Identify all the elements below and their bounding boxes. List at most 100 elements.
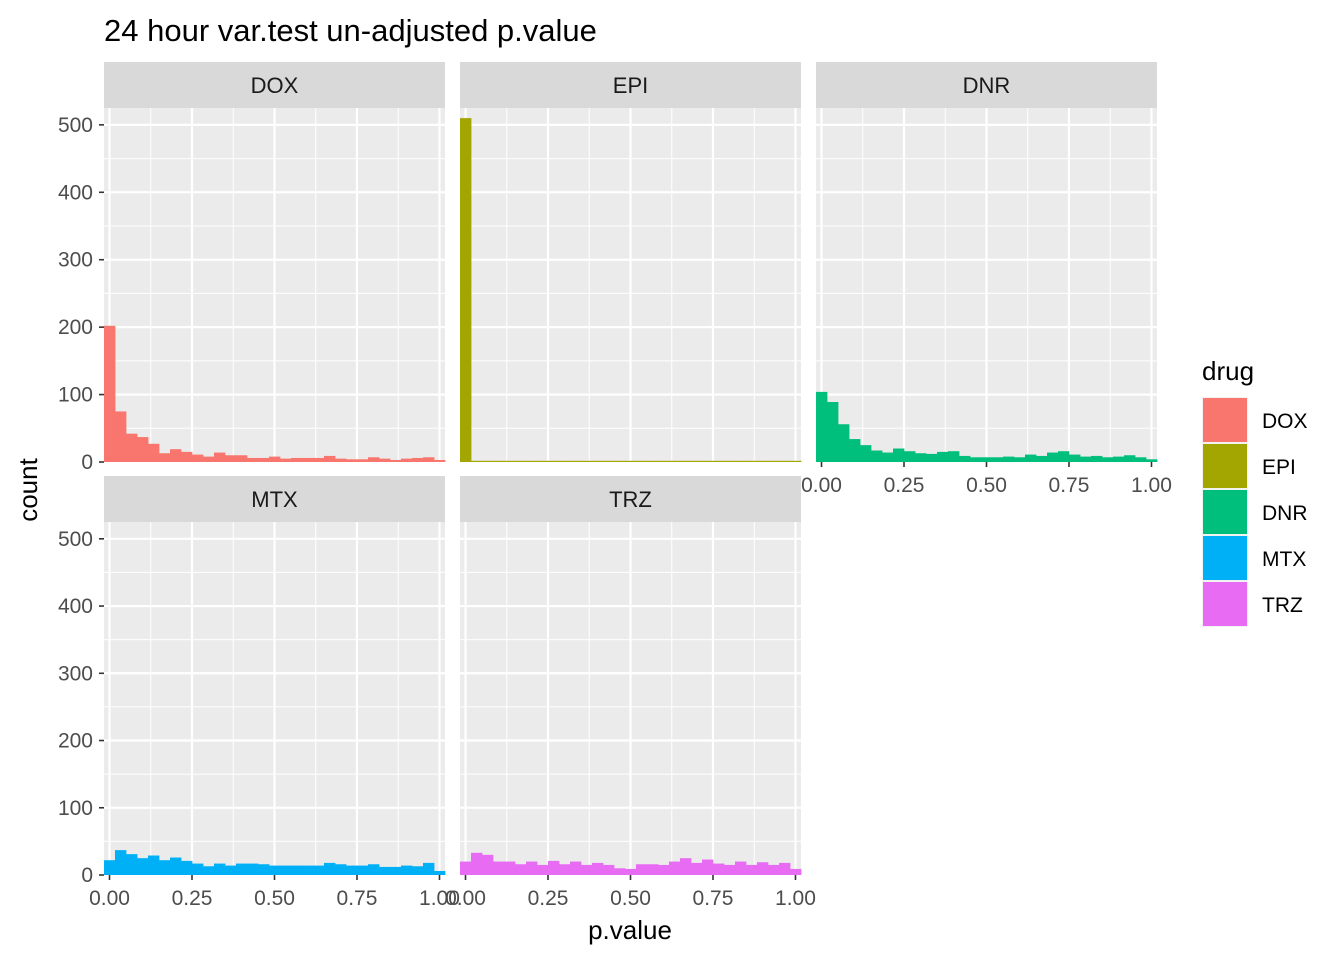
histogram-bar bbox=[148, 855, 160, 875]
histogram-bar bbox=[701, 859, 714, 875]
histogram-bar bbox=[635, 460, 648, 462]
histogram-bar bbox=[1057, 451, 1070, 462]
histogram-bar bbox=[504, 861, 516, 875]
histogram-bar bbox=[559, 460, 571, 462]
histogram-bar bbox=[269, 456, 281, 462]
facet-panel-dnr: DNR 0.00 0.25 0.50 0.75 1.00 bbox=[801, 62, 1172, 497]
histogram-bar bbox=[104, 325, 116, 462]
histogram-bar bbox=[746, 460, 758, 462]
histogram-bar bbox=[625, 460, 637, 462]
legend: drug DOX EPI DNR MTX TRZ bbox=[1202, 356, 1308, 627]
histogram-bar bbox=[614, 868, 626, 875]
histogram-bar bbox=[915, 453, 927, 462]
histogram-bar bbox=[658, 864, 670, 875]
histogram-bar bbox=[1014, 457, 1026, 462]
histogram-bar bbox=[335, 864, 347, 875]
histogram-bar bbox=[581, 460, 593, 462]
histogram-bar bbox=[602, 460, 615, 462]
histogram-bar bbox=[779, 460, 791, 462]
histogram-bar bbox=[723, 864, 736, 875]
histogram-bar bbox=[515, 864, 527, 875]
facet-strip bbox=[816, 62, 1157, 108]
histogram-bar bbox=[433, 870, 446, 875]
histogram-bar bbox=[279, 458, 292, 462]
histogram-bar bbox=[767, 460, 780, 462]
legend-label: EPI bbox=[1262, 456, 1296, 479]
histogram-bar bbox=[291, 457, 303, 462]
histogram-bar bbox=[1135, 457, 1147, 462]
legend-key-trz bbox=[1203, 582, 1247, 626]
histogram-bar bbox=[302, 865, 314, 875]
legend-label: MTX bbox=[1262, 548, 1306, 571]
histogram-bar bbox=[1123, 455, 1136, 462]
histogram-bar bbox=[816, 391, 828, 462]
histogram-bar bbox=[504, 460, 516, 462]
y-tick-label: 400 bbox=[58, 595, 93, 618]
histogram-bar bbox=[734, 861, 747, 875]
histogram-bars bbox=[104, 850, 446, 875]
histogram-bar bbox=[225, 865, 237, 875]
histogram-bar bbox=[203, 866, 215, 875]
histogram-bar bbox=[680, 858, 692, 875]
histogram-bar bbox=[1079, 456, 1092, 462]
y-tick-label: 300 bbox=[58, 662, 93, 685]
histogram-bar bbox=[345, 459, 358, 462]
histogram-bar bbox=[559, 864, 571, 875]
histogram-bar bbox=[181, 860, 193, 875]
histogram-bar bbox=[779, 862, 791, 875]
y-tick-label: 0 bbox=[81, 451, 93, 474]
x-tick-label: 1.00 bbox=[419, 887, 460, 910]
x-tick-label: 0.50 bbox=[254, 887, 295, 910]
histogram-bar bbox=[460, 118, 472, 462]
legend-key-dnr bbox=[1203, 490, 1247, 534]
histogram-bar bbox=[958, 455, 971, 462]
y-axis-title: count bbox=[13, 457, 43, 521]
histogram-bar bbox=[970, 457, 982, 462]
histogram-bar bbox=[515, 460, 527, 462]
histogram-bar bbox=[493, 861, 505, 875]
histogram-bar bbox=[537, 864, 549, 875]
facet-strip-label: DNR bbox=[963, 73, 1011, 98]
histogram-bar bbox=[1112, 456, 1125, 462]
facet-strip bbox=[104, 62, 445, 108]
y-tick-label: 500 bbox=[58, 528, 93, 551]
y-tick-label: 200 bbox=[58, 316, 93, 339]
y-tick-label: 0 bbox=[81, 864, 93, 887]
histogram-bar bbox=[471, 460, 483, 462]
histogram-bar bbox=[1069, 454, 1081, 462]
histogram-bar bbox=[423, 862, 435, 875]
histogram-bar bbox=[246, 457, 259, 462]
histogram-bar bbox=[192, 863, 204, 875]
histogram-bar bbox=[668, 861, 681, 875]
y-tick-label: 500 bbox=[58, 114, 93, 137]
legend-key-dox bbox=[1203, 398, 1247, 442]
x-tick-label: 0.25 bbox=[528, 887, 569, 910]
histogram-bar bbox=[378, 866, 391, 875]
histogram-bar bbox=[713, 863, 725, 875]
histogram-bar bbox=[423, 457, 435, 462]
histogram-bar bbox=[893, 448, 905, 462]
histogram-bar bbox=[680, 460, 692, 462]
x-tick-label: 0.50 bbox=[966, 474, 1007, 497]
histogram-bar bbox=[312, 457, 325, 462]
legend-title: drug bbox=[1202, 356, 1254, 386]
histogram-bar bbox=[367, 864, 380, 875]
histogram-bar bbox=[345, 865, 358, 875]
histogram-bar bbox=[115, 850, 127, 875]
facet-panel-dox: DOX 0 100 200 300 400 500 bbox=[58, 62, 446, 474]
histogram-bars bbox=[460, 118, 802, 462]
chart-title: 24 hour var.test un-adjusted p.value bbox=[104, 13, 597, 48]
histogram-bar bbox=[1024, 454, 1037, 462]
y-tick-label: 100 bbox=[58, 384, 93, 407]
histogram-bar bbox=[213, 452, 226, 462]
histogram-bar bbox=[767, 864, 780, 875]
histogram-bar bbox=[482, 460, 494, 462]
histogram-bar bbox=[713, 460, 725, 462]
histogram-bar bbox=[789, 868, 802, 875]
histogram-bar bbox=[882, 452, 894, 462]
histogram-bar bbox=[213, 863, 226, 875]
histogram-bar bbox=[115, 411, 127, 462]
x-tick-label: 0.75 bbox=[337, 887, 378, 910]
histogram-bar bbox=[482, 854, 494, 875]
histogram-bar bbox=[378, 458, 391, 462]
